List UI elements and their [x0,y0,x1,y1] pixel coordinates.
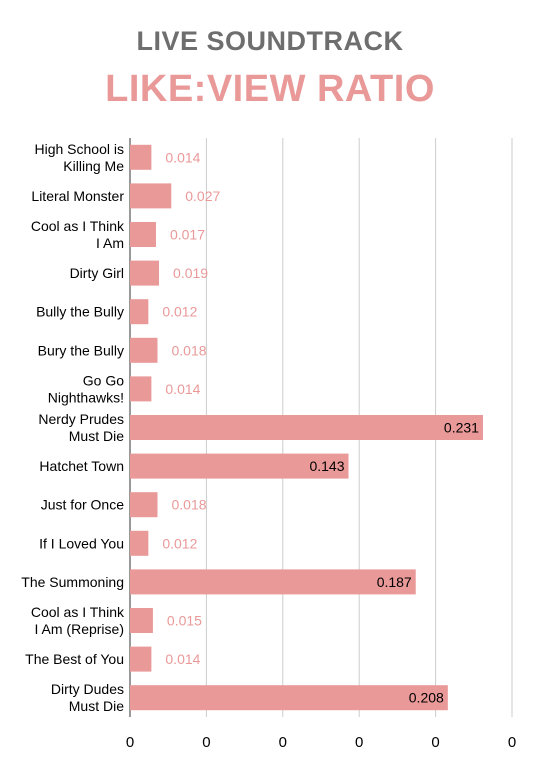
data-label: 0.014 [165,381,200,397]
bar [130,144,152,170]
category-label: Just for Once [41,497,124,513]
x-tick-label: 0 [355,734,363,751]
category-label: The Best of You [25,651,124,667]
category-label: Nerdy Prudes Must Die [38,411,124,444]
bar [130,183,172,209]
data-label: 0.017 [170,227,205,243]
category-label: Bury the Bully [38,342,124,358]
data-label: 0.012 [162,535,197,551]
data-label: 0.014 [165,651,200,667]
data-label: 0.231 [444,420,479,436]
category-label: Dirty Dudes Must Die [51,681,124,714]
chart-title: LIVE SOUNDTRACK [136,26,404,56]
data-label: 0.208 [409,690,444,706]
data-label: 0.019 [173,265,208,281]
data-label: 0.015 [167,613,202,629]
data-label: 0.027 [185,188,220,204]
category-label: Cool as I Think I Am [31,218,125,251]
x-tick-label: 0 [431,734,439,751]
bar [130,492,158,518]
bar [130,337,158,363]
bar [130,415,483,440]
category-label: Dirty Girl [70,265,124,281]
bar [130,530,149,556]
category-label: High School is Killing Me [35,141,125,174]
bar [130,646,152,672]
data-label: 0.014 [165,149,200,165]
x-tick-label: 0 [508,734,516,751]
bar [130,608,153,633]
bar [130,453,349,479]
x-tick-label: 0 [126,734,134,751]
bar [130,376,152,402]
data-label: 0.143 [309,458,344,474]
bar [130,569,416,595]
category-label: If I Loved You [39,535,124,551]
category-label: Bully the Bully [36,304,124,320]
data-label: 0.012 [162,304,197,320]
bar [130,299,149,325]
x-tick-label: 0 [202,734,210,751]
category-label: Go Go Nighthawks! [48,372,124,405]
bar [130,222,156,247]
category-label: Hatchet Town [39,458,124,474]
category-label: The Summoning [21,574,124,590]
bar [130,260,160,286]
data-label: 0.018 [172,497,207,513]
category-label: Literal Monster [31,188,124,204]
data-label: 0.018 [172,342,207,358]
category-label: Cool as I Think I Am (Reprise) [31,604,125,637]
bar [130,685,448,711]
chart-subtitle: LIKE:VIEW RATIO [105,68,435,110]
x-tick-label: 0 [279,734,287,751]
data-label: 0.187 [377,574,412,590]
